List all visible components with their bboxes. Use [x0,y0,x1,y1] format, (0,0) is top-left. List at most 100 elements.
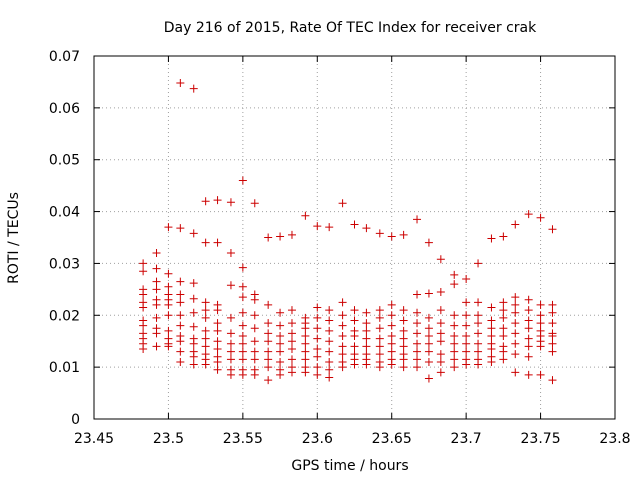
data-point [238,308,247,317]
data-point [474,298,483,307]
data-point [226,339,235,348]
data-point [313,344,322,353]
data-point [487,234,496,243]
data-point [139,344,148,353]
data-point [325,337,334,346]
data-point [375,342,384,351]
data-point [176,321,185,330]
data-point [474,360,483,369]
data-point [201,326,210,335]
data-point [499,298,508,307]
data-point [213,326,222,335]
data-point [436,255,445,264]
data-point [487,357,496,366]
data-point [226,355,235,364]
data-point [287,355,296,364]
data-point [264,337,273,346]
data-point [413,319,422,328]
data-point [462,321,471,330]
data-point [424,357,433,366]
data-point [226,313,235,322]
x-tick-label: 23.7 [451,431,482,447]
data-point [511,368,520,377]
data-point [338,298,347,307]
axis-ticks: 23.45 23.5 23.55 23.6 23.65 23.7 23.75 23.8 0 0.0… [49,49,631,447]
data-point [276,232,285,241]
data-point [276,332,285,341]
data-point [536,300,545,309]
data-point [424,289,433,298]
data-point [152,342,161,351]
data-point [139,321,148,330]
data-point [424,324,433,333]
data-point [139,303,148,312]
data-point [164,342,173,351]
data-point [399,355,408,364]
data-point [152,300,161,309]
data-point [201,306,210,315]
y-tick-label: 0.05 [49,153,80,169]
data-point [313,222,322,231]
data-point [548,339,557,348]
data-point [413,329,422,338]
data-point [238,370,247,379]
data-point [499,306,508,315]
data-point [450,270,459,279]
x-tick-label: 23.55 [223,431,263,447]
data-point [176,337,185,346]
data-point [250,355,259,364]
data-point [213,357,222,366]
data-point [524,324,533,333]
data-point [250,347,259,356]
data-point [387,300,396,309]
data-point [213,306,222,315]
data-point [474,311,483,320]
data-point [362,342,371,351]
y-tick-label: 0.01 [49,360,80,376]
data-point [462,339,471,348]
x-tick-label: 23.75 [521,431,561,447]
data-point [176,277,185,286]
data-point [287,319,296,328]
data-point [511,319,520,328]
data-point [287,329,296,338]
data-point [201,360,210,369]
data-point [462,360,471,369]
data-point [250,295,259,304]
data-point [375,363,384,372]
data-point [462,274,471,283]
data-point [176,311,185,320]
data-point [536,342,545,351]
data-point [264,319,273,328]
data-point [338,311,347,320]
x-tick-label: 23.5 [153,431,184,447]
data-point [487,332,496,341]
data-point [375,334,384,343]
data-point [226,347,235,356]
data-point [413,363,422,372]
data-point [462,332,471,341]
x-tick-label: 23.45 [74,431,114,447]
data-point [511,350,520,359]
data-point [424,374,433,383]
data-point [375,324,384,333]
data-point [450,339,459,348]
data-point [548,300,557,309]
data-point [238,339,247,348]
data-point [189,352,198,361]
data-point [474,339,483,348]
data-point [499,324,508,333]
data-point [176,224,185,233]
data-point [164,282,173,291]
data-point [238,321,247,330]
data-point [238,347,247,356]
data-point [152,285,161,294]
data-point [287,230,296,239]
data-point [450,332,459,341]
data-point [276,357,285,366]
data-point [226,281,235,290]
data-point [313,363,322,372]
data-point [387,232,396,241]
data-point [362,308,371,317]
